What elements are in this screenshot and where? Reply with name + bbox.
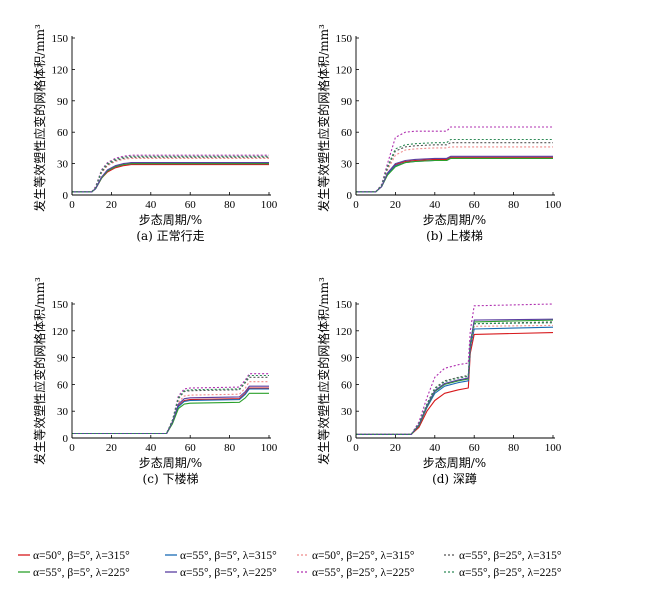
panel-caption: (b) 上楼梯 <box>426 228 483 243</box>
y-tick-label: 0 <box>347 433 353 445</box>
x-axis-label: 步态周期/% <box>139 456 202 470</box>
y-tick-label: 0 <box>63 433 69 445</box>
x-tick-label: 80 <box>508 199 520 211</box>
series-line-2-7 <box>72 374 269 435</box>
panel-caption: (a) 正常行走 <box>136 229 204 243</box>
series-line-3-6 <box>356 303 554 435</box>
x-tick-label: 60 <box>185 199 197 211</box>
x-tick-label: 0 <box>69 199 75 211</box>
series-line-1-3 <box>356 142 553 193</box>
y-tick-label: 0 <box>347 190 353 202</box>
x-axis-label: 步态周期/% <box>423 456 486 470</box>
x-tick-label: 80 <box>224 199 236 211</box>
series-line-1-1 <box>356 157 553 193</box>
series-line-3-5 <box>356 318 554 435</box>
x-tick-label: 0 <box>69 442 75 454</box>
x-tick-label: 40 <box>429 442 441 454</box>
series-line-3-0 <box>356 332 554 435</box>
y-tick-label: 90 <box>341 96 353 108</box>
x-tick-label: 40 <box>429 199 441 211</box>
y-tick-label: 30 <box>57 159 69 171</box>
y-tick-label: 30 <box>341 159 353 171</box>
x-tick-label: 20 <box>390 442 402 454</box>
series-line-1-6 <box>356 126 553 193</box>
legend-label: α=55°, β=25°, λ=315° <box>459 550 562 562</box>
x-tick-label: 40 <box>145 442 157 454</box>
y-tick-label: 120 <box>52 64 69 76</box>
series-line-3-7 <box>356 322 554 435</box>
x-tick-label: 40 <box>145 199 157 211</box>
chart-panel-3: 0 20 40 60 80 100 0 30 60 90 120 150 步态周期/% 发生等效塑性应变的… <box>316 277 562 486</box>
legend-label: α=55°, β=25°, λ=225° <box>459 567 562 579</box>
legend-label: α=55°, β=25°, λ=225° <box>312 567 415 579</box>
legend-label: α=55°, β=5°, λ=315° <box>180 550 277 562</box>
x-tick-label: 100 <box>261 442 278 454</box>
legend-label: α=50°, β=5°, λ=315° <box>33 550 130 562</box>
legend-label: α=55°, β=5°, λ=225° <box>33 567 130 579</box>
x-axis-label: 步态周期/% <box>139 213 202 227</box>
x-tick-label: 60 <box>469 442 481 454</box>
series-line-1-7 <box>356 138 553 193</box>
x-tick-label: 0 <box>353 442 359 454</box>
x-tick-label: 100 <box>545 442 562 454</box>
y-tick-label: 30 <box>57 406 69 418</box>
panel-caption: (c) 下楼梯 <box>143 471 199 486</box>
x-tick-label: 0 <box>353 199 359 211</box>
x-tick-label: 100 <box>545 199 562 211</box>
x-tick-label: 60 <box>185 442 197 454</box>
series-line-2-5 <box>72 385 269 435</box>
series-line-1-4 <box>356 157 553 193</box>
chart-panel-2: 0 20 40 60 80 100 0 30 60 90 120 150 步态周期/% 发生等效塑性应变的… <box>32 277 278 486</box>
y-axis-label: 发生等效塑性应变的网格体积/mm³ <box>32 24 47 212</box>
y-tick-label: 150 <box>336 33 353 45</box>
x-tick-label: 60 <box>469 199 481 211</box>
y-tick-label: 120 <box>336 64 353 76</box>
y-tick-label: 0 <box>63 190 69 202</box>
series-line-0-7 <box>72 155 269 193</box>
y-axis-label: 发生等效塑性应变的网格体积/mm³ <box>316 24 331 212</box>
chart-panel-0: 0 20 40 60 80 100 0 30 60 90 120 150 步态周期/% 发生等效塑性应变的… <box>32 24 278 243</box>
y-axis-label: 发生等效塑性应变的网格体积/mm³ <box>316 277 331 465</box>
x-tick-label: 80 <box>508 442 520 454</box>
series-line-3-4 <box>356 319 554 435</box>
y-tick-label: 120 <box>336 326 353 338</box>
legend-label: α=55°, β=5°, λ=225° <box>180 567 277 579</box>
y-tick-label: 90 <box>57 96 69 108</box>
x-tick-label: 20 <box>106 199 118 211</box>
y-tick-label: 60 <box>57 127 69 139</box>
x-tick-label: 20 <box>106 442 118 454</box>
series-line-3-3 <box>356 321 554 435</box>
legend: α=50°, β=5°, λ=315° α=55°, β=5°, λ=315° α=… <box>18 550 562 579</box>
y-tick-label: 60 <box>341 379 353 391</box>
y-tick-label: 60 <box>57 379 69 391</box>
chart-panel-1: 0 20 40 60 80 100 0 30 60 90 120 150 步态周期/% 发生等效塑性应变的… <box>316 24 562 243</box>
y-tick-label: 150 <box>336 299 353 311</box>
y-tick-label: 150 <box>52 33 69 45</box>
x-tick-label: 20 <box>390 199 402 211</box>
panel-caption: (d) 深蹲 <box>432 472 477 486</box>
y-tick-label: 30 <box>341 406 353 418</box>
x-tick-label: 80 <box>224 442 236 454</box>
y-tick-label: 90 <box>57 353 69 365</box>
y-tick-label: 60 <box>341 127 353 139</box>
y-tick-label: 150 <box>52 299 69 311</box>
y-tick-label: 90 <box>341 353 353 365</box>
series-line-3-2 <box>356 324 554 435</box>
x-axis-label: 步态周期/% <box>423 213 486 227</box>
y-tick-label: 120 <box>52 326 69 338</box>
series-line-0-5 <box>72 162 269 193</box>
y-axis-label: 发生等效塑性应变的网格体积/mm³ <box>32 277 47 465</box>
legend-label: α=50°, β=25°, λ=315° <box>312 550 415 562</box>
x-tick-label: 100 <box>261 199 278 211</box>
